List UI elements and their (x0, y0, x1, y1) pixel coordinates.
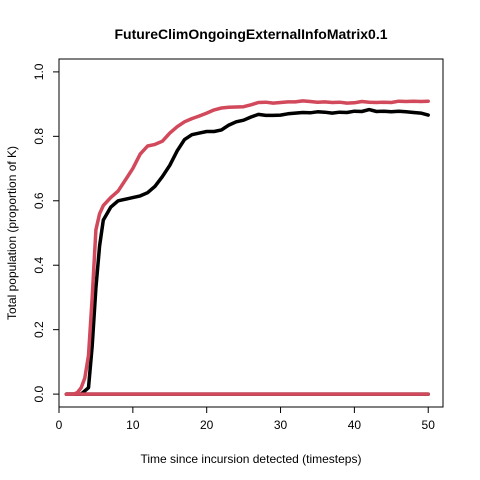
x-tick-label: 40 (348, 418, 362, 432)
y-tick-label: 0.6 (32, 192, 46, 209)
y-tick-label: 0.8 (32, 128, 46, 145)
y-tick-label: 1.0 (32, 63, 46, 80)
series-line-3 (64, 99, 430, 396)
y-tick-label: 0.2 (32, 321, 46, 338)
x-tick-label: 20 (200, 418, 214, 432)
y-tick-label: 0.0 (32, 385, 46, 402)
series-layer (64, 99, 430, 396)
series-line-1 (64, 107, 430, 396)
y-axis-label: Total population (proportion of K) (5, 146, 19, 320)
x-axis-label: Time since incursion detected (timesteps… (141, 452, 362, 466)
plot-frame (58, 58, 444, 408)
y-tick-label: 0.4 (32, 257, 46, 274)
chart-title: FutureClimOngoingExternalInfoMatrix0.1 (114, 26, 387, 42)
y-axis: 0.0 0.2 0.4 0.6 0.8 1.0 (32, 63, 59, 402)
x-tick-label: 30 (274, 418, 288, 432)
x-tick-label: 0 (56, 418, 63, 432)
x-tick-label: 50 (422, 418, 436, 432)
x-axis: 0 10 20 30 40 50 (56, 407, 436, 432)
x-tick-label: 10 (126, 418, 140, 432)
